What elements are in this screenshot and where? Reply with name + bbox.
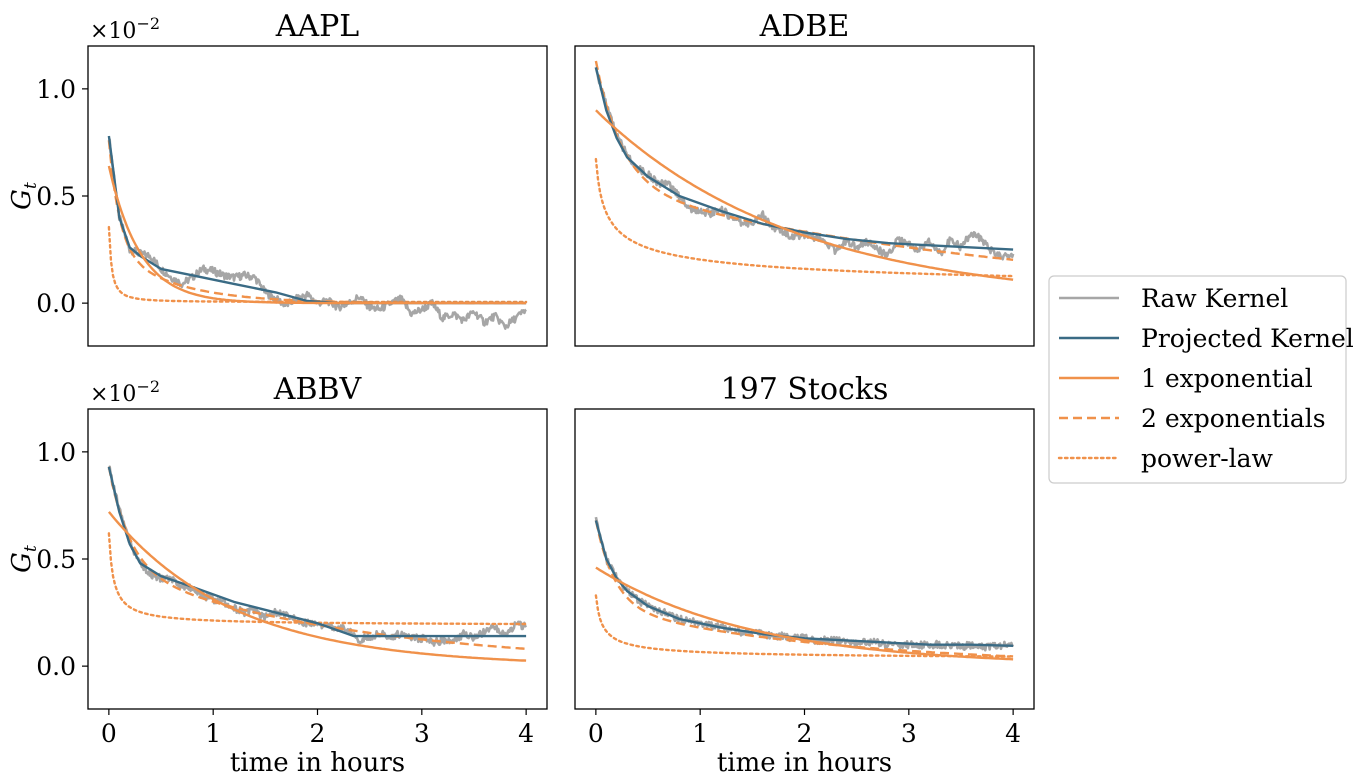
power-law-line xyxy=(107,225,528,304)
y-tick-label: 0.0 xyxy=(36,289,76,318)
axes-frame xyxy=(574,408,1035,710)
x-tick-label: 1 xyxy=(205,719,221,748)
two-exponentials-line xyxy=(594,60,1014,261)
x-tick-label: 2 xyxy=(797,719,813,748)
projected-kernel-line xyxy=(594,67,1014,251)
one-exponential-line xyxy=(595,109,1014,281)
y-tick-label: 1.0 xyxy=(36,438,76,467)
x-tick-label: 0 xyxy=(101,719,117,748)
y-axis-label: Gt xyxy=(7,182,41,210)
projected-kernel-line xyxy=(107,466,527,638)
x-axis-label: time in hours xyxy=(230,748,405,777)
legend-box xyxy=(1048,275,1347,484)
raw-kernel-line xyxy=(594,516,1015,652)
power-law-line xyxy=(594,157,1015,278)
x-tick-label: 0 xyxy=(588,719,604,748)
legend-label: power-law xyxy=(1141,444,1274,473)
raw-kernel-line xyxy=(107,465,528,647)
panel-4: 197 Stocks 0 1 2 3 4 time in hours xyxy=(574,372,1035,777)
legend-label: Raw Kernel xyxy=(1141,284,1288,313)
y-tick-label: 0.5 xyxy=(36,182,76,211)
projected-kernel-line xyxy=(594,520,1014,647)
one-exponential-line xyxy=(107,511,527,662)
x-tick-label: 3 xyxy=(414,719,430,748)
legend-label: Projected Kernel xyxy=(1141,324,1353,353)
panel-title: 197 Stocks xyxy=(721,372,889,407)
scale-factor-label: ×10−2 xyxy=(90,14,160,44)
scale-factor-label: ×10−2 xyxy=(90,377,160,407)
x-tick-label: 4 xyxy=(1005,719,1021,748)
two-exponentials-line xyxy=(107,466,527,650)
legend: Raw Kernel Projected Kernel 1 exponential 2… xyxy=(1048,275,1353,484)
x-tick-label: 3 xyxy=(901,719,917,748)
panel-title: ADBE xyxy=(759,9,850,44)
y-tick-label: 0.0 xyxy=(36,652,76,681)
two-exponentials-line xyxy=(594,520,1014,658)
axes-frame xyxy=(87,408,548,710)
panel-1: AAPL 0.0 0.5 1.0 Gt ×10−2 xyxy=(7,9,548,347)
y-tick-label: 1.0 xyxy=(36,75,76,104)
x-tick-label: 2 xyxy=(310,719,326,748)
y-axis-label: Gt xyxy=(7,545,41,573)
panel-3: ABBV 0.0 0.5 1.0 Gt ×10−2 0 1 2 3 4 time in hours xyxy=(7,372,548,777)
one-exponential-line xyxy=(595,566,1014,661)
x-axis-label: time in hours xyxy=(717,748,892,777)
panel-2: ADBE xyxy=(574,9,1035,347)
panel-title: AAPL xyxy=(275,9,360,44)
legend-label: 1 exponential xyxy=(1141,364,1313,393)
one-exponential-line xyxy=(107,165,527,305)
x-tick-label: 4 xyxy=(518,719,534,748)
x-tick-label: 1 xyxy=(692,719,708,748)
axes-frame xyxy=(574,45,1035,347)
y-tick-label: 0.5 xyxy=(36,545,76,574)
legend-label: 2 exponentials xyxy=(1141,404,1326,433)
panel-title: ABBV xyxy=(273,372,363,407)
